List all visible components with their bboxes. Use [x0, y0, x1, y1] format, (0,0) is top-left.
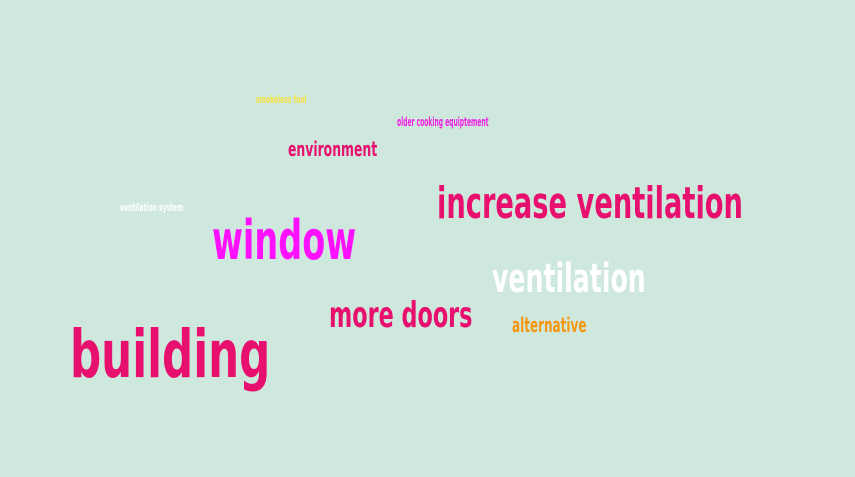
word-window: window	[212, 209, 357, 272]
word-alternative: alternative	[512, 313, 587, 337]
word-older-cooking-equiptement: older cooking equiptement	[397, 115, 489, 129]
word-smokeless-fuel: smokeless fuel	[256, 93, 307, 106]
word-ventilation-system: ventilation system	[120, 201, 184, 214]
word-ventilation: ventilation	[492, 256, 646, 302]
word-increase-ventilation: increase ventilation	[437, 178, 743, 229]
word-environment: environment	[288, 137, 378, 161]
word-building: building	[70, 316, 271, 393]
word-more-doors: more doors	[329, 295, 473, 336]
